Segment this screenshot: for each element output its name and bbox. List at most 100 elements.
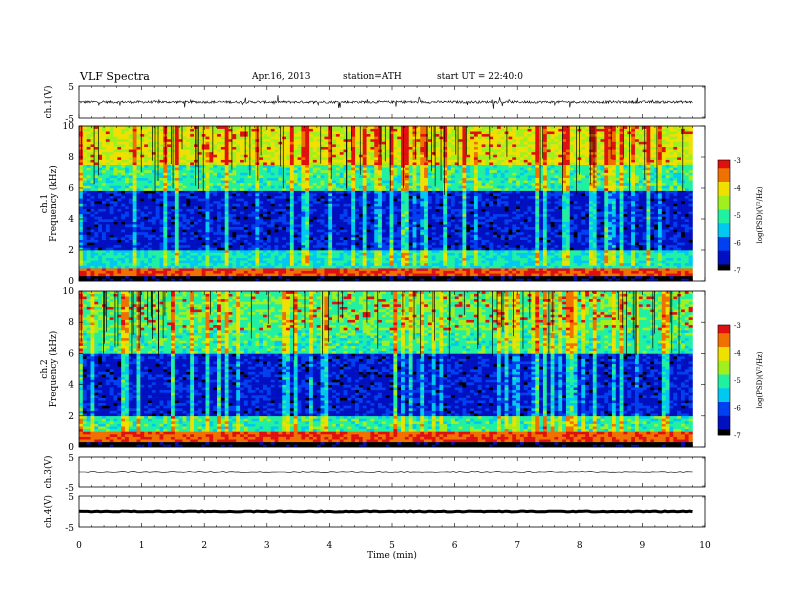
spectrogram-cell [627, 221, 632, 225]
spectrogram-cell [519, 203, 525, 207]
spectrogram-cell [665, 224, 670, 228]
spectrogram-cell [588, 206, 594, 209]
spectrogram-cell [332, 252, 337, 256]
spectrogram-cell [665, 231, 670, 235]
spectrogram-cell [82, 270, 87, 274]
spectrogram-cell [186, 211, 191, 215]
spectrogram-cell [90, 244, 95, 248]
spectrogram-cell [489, 208, 494, 212]
spectrogram-cell [220, 244, 225, 248]
spectrogram-cell [240, 268, 245, 271]
spectrogram-cell [669, 250, 674, 253]
spectrogram-cell [508, 211, 513, 215]
spectrogram-cell [447, 224, 452, 228]
spectrogram-cell [531, 231, 536, 235]
spectrogram-cell [539, 221, 544, 225]
spectrogram-cell [642, 219, 647, 222]
spectrogram-cell [512, 255, 517, 259]
spectrogram-cell [117, 265, 122, 269]
spectrogram-cell [447, 275, 452, 279]
spectrogram-cell [389, 206, 394, 209]
spectrogram-cell [316, 257, 321, 261]
spectrogram-cell [374, 273, 379, 277]
spectrogram-cell [140, 200, 145, 204]
spectrogram-cell [86, 239, 91, 243]
spectrogram-cell [615, 213, 620, 217]
spectrogram-cell [343, 252, 348, 256]
spectrogram-cell [117, 252, 122, 256]
spectrogram-cell [366, 229, 371, 233]
spectrogram-cell [450, 226, 456, 230]
spectrogram-cell [182, 242, 187, 246]
spectrogram-cell [619, 206, 624, 209]
spectrogram-cell [194, 211, 199, 215]
spectrogram-cell [684, 221, 689, 225]
spectrogram-cell [167, 252, 172, 256]
spectrogram-cell [232, 252, 237, 256]
spectrogram-cell [293, 250, 298, 253]
spectrogram-cell [627, 234, 632, 238]
spectrogram-cell [90, 257, 95, 261]
spectrogram-cell [473, 206, 479, 209]
spectrogram-cell [565, 211, 571, 215]
spectrogram-cell [366, 270, 371, 274]
spectrogram-cell [90, 242, 95, 246]
spectrogram-cell [516, 244, 521, 248]
spectrogram-cell [358, 244, 364, 248]
spectrogram-cell [332, 275, 337, 279]
spectrogram-cell [627, 268, 632, 271]
spectrogram-cell [213, 237, 218, 240]
spectrogram-cell [171, 270, 176, 274]
spectrogram-cell [634, 252, 640, 256]
spectrogram-cell [381, 270, 387, 274]
spectrogram-cell [427, 252, 433, 256]
spectrogram-cell [79, 226, 84, 230]
spectrogram-cell [638, 221, 643, 225]
spectrogram-cell [240, 224, 245, 228]
spectrogram-cell [646, 226, 651, 230]
spectrogram-cell [389, 229, 394, 233]
spectrogram-cell [435, 252, 440, 256]
spectrogram-cell [527, 224, 532, 228]
spectrogram-cell [121, 213, 126, 217]
spectrogram-cell [550, 203, 555, 207]
spectrogram-cell [573, 208, 578, 212]
spectrogram-cell [205, 216, 210, 220]
spectrogram-cell [389, 224, 394, 228]
spectrogram-cell [105, 237, 110, 240]
spectrogram-cell [462, 231, 467, 235]
spectrogram-cell [554, 211, 559, 215]
spectrogram-cell [144, 255, 149, 259]
spectrogram-cell [443, 250, 448, 253]
ch1-trace-line [78, 94, 693, 109]
spectrogram-cell [339, 244, 344, 248]
spectrogram-cell [493, 203, 498, 207]
spectrogram-cell [282, 268, 287, 271]
spectrogram-cell [473, 221, 479, 225]
spectrogram-cell [155, 216, 160, 220]
spectrogram-cell [466, 237, 471, 240]
spectrogram-cell [416, 255, 421, 259]
spectrogram-cell [473, 211, 479, 215]
spectrogram-cell [619, 237, 624, 240]
spectrogram-cell [642, 260, 647, 264]
spectrogram-cell [102, 275, 107, 279]
spectrogram-cell [324, 221, 329, 225]
spectrogram-cell [339, 221, 344, 225]
spectrogram-cell [493, 216, 498, 220]
spectrogram-cell [600, 247, 605, 251]
spectrogram-cell [592, 260, 597, 264]
spectrogram-cell [627, 273, 632, 277]
spectrogram-cell [263, 250, 268, 253]
spectrogram-cell [535, 270, 540, 274]
spectrogram-cell [562, 278, 567, 282]
spectrogram-cell [608, 242, 613, 246]
spectrogram-cell [339, 270, 344, 274]
spectrogram-cell [569, 219, 574, 222]
spectrogram-cell [657, 221, 663, 225]
spectrogram-cell [79, 244, 84, 248]
spectrogram-cell [450, 252, 456, 256]
spectrogram-cell [512, 234, 517, 238]
spectrogram-cell [266, 203, 272, 207]
spectrogram-cell [144, 242, 149, 246]
